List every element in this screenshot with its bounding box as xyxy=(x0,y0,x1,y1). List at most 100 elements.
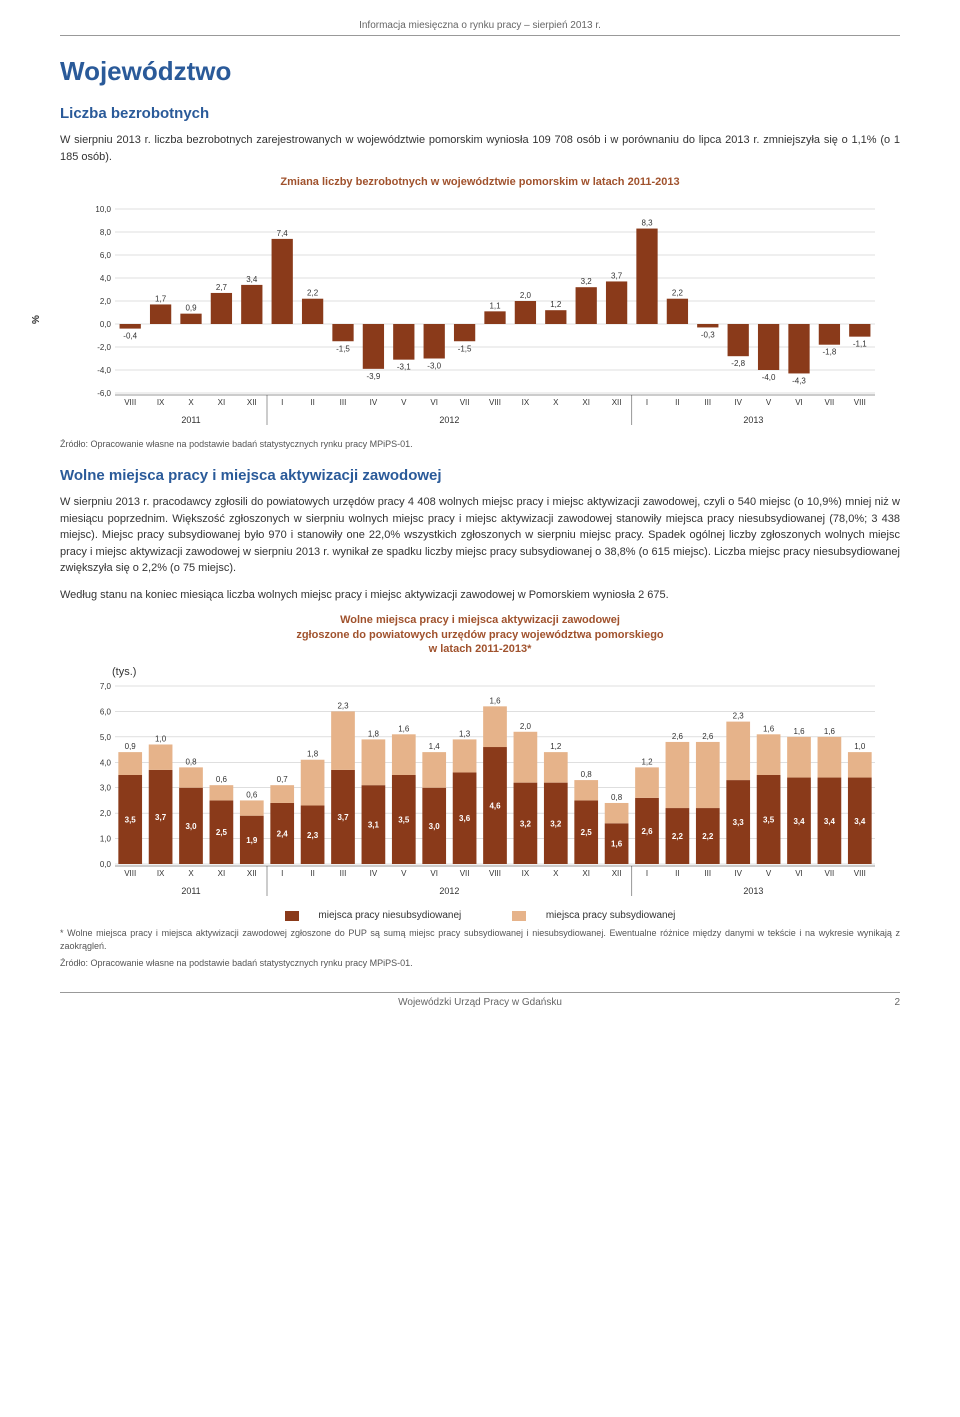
svg-text:2013: 2013 xyxy=(743,886,763,896)
svg-text:II: II xyxy=(310,398,314,407)
svg-text:3,4: 3,4 xyxy=(793,817,805,826)
footer-left: Wojewódzki Urząd Pracy w Gdańsku xyxy=(398,997,562,1008)
svg-text:-0,4: -0,4 xyxy=(123,332,137,341)
svg-text:XII: XII xyxy=(612,398,622,407)
svg-text:VI: VI xyxy=(795,869,803,878)
svg-text:3,5: 3,5 xyxy=(125,816,137,825)
legend-item-top: miejsca pracy subsydiowanej xyxy=(500,910,687,921)
svg-text:-4,0: -4,0 xyxy=(97,366,111,375)
source1: Źródło: Opracowanie własne na podstawie … xyxy=(60,439,900,449)
svg-text:2,2: 2,2 xyxy=(672,832,684,841)
svg-text:0,6: 0,6 xyxy=(246,791,258,800)
svg-text:1,1: 1,1 xyxy=(489,302,501,311)
svg-text:7,0: 7,0 xyxy=(100,682,112,691)
svg-text:2,6: 2,6 xyxy=(641,827,653,836)
svg-text:1,3: 1,3 xyxy=(459,730,471,739)
footer-right: 2 xyxy=(562,997,900,1008)
svg-text:0,0: 0,0 xyxy=(100,860,112,869)
svg-text:3,0: 3,0 xyxy=(100,784,112,793)
svg-text:VIII: VIII xyxy=(489,869,501,878)
svg-text:3,2: 3,2 xyxy=(581,277,593,286)
svg-text:XI: XI xyxy=(218,398,226,407)
svg-text:2012: 2012 xyxy=(439,886,459,896)
svg-text:V: V xyxy=(401,869,407,878)
svg-text:-1,1: -1,1 xyxy=(853,340,867,349)
svg-text:III: III xyxy=(340,869,347,878)
svg-text:III: III xyxy=(340,398,347,407)
svg-text:0,8: 0,8 xyxy=(185,758,197,767)
svg-text:VII: VII xyxy=(460,398,470,407)
svg-text:2,3: 2,3 xyxy=(307,831,319,840)
svg-text:IX: IX xyxy=(157,869,165,878)
section1-para: W sierpniu 2013 r. liczba bezrobotnych z… xyxy=(60,132,900,165)
svg-text:-2,8: -2,8 xyxy=(731,359,745,368)
svg-text:0,9: 0,9 xyxy=(125,742,137,751)
svg-text:2,3: 2,3 xyxy=(337,702,349,711)
svg-text:X: X xyxy=(188,869,194,878)
svg-text:2,6: 2,6 xyxy=(702,732,714,741)
svg-text:1,0: 1,0 xyxy=(854,742,866,751)
svg-text:IV: IV xyxy=(370,398,378,407)
svg-text:-2,0: -2,0 xyxy=(97,343,111,352)
svg-text:VIII: VIII xyxy=(124,398,136,407)
svg-text:1,8: 1,8 xyxy=(307,750,319,759)
svg-text:VII: VII xyxy=(460,869,470,878)
svg-text:2,3: 2,3 xyxy=(733,712,745,721)
svg-text:2,7: 2,7 xyxy=(216,283,228,292)
svg-text:IV: IV xyxy=(370,869,378,878)
svg-text:-3,0: -3,0 xyxy=(427,362,441,371)
svg-text:-3,9: -3,9 xyxy=(367,372,381,381)
chart2-svg: 0,01,02,03,04,05,06,07,03,50,9VIII3,71,0… xyxy=(75,680,885,900)
svg-text:VIII: VIII xyxy=(489,398,501,407)
svg-text:-1,8: -1,8 xyxy=(823,348,837,357)
svg-text:-1,5: -1,5 xyxy=(336,345,350,354)
svg-text:6,0: 6,0 xyxy=(100,251,112,260)
footnote: * Wolne miejsca pracy i miejsca aktywiza… xyxy=(60,927,900,952)
svg-text:XI: XI xyxy=(218,869,226,878)
chart2-wrap: 0,01,02,03,04,05,06,07,03,50,9VIII3,71,0… xyxy=(60,680,900,900)
svg-text:4,0: 4,0 xyxy=(100,758,112,767)
svg-text:3,4: 3,4 xyxy=(246,275,258,284)
svg-text:X: X xyxy=(553,869,559,878)
section2-para1: W sierpniu 2013 r. pracodawcy zgłosili d… xyxy=(60,494,900,577)
svg-text:2,0: 2,0 xyxy=(520,722,532,731)
svg-text:2011: 2011 xyxy=(181,886,200,896)
page-header: Informacja miesięczna o rynku pracy – si… xyxy=(60,20,900,36)
svg-text:I: I xyxy=(281,869,283,878)
svg-text:II: II xyxy=(675,869,679,878)
svg-text:XI: XI xyxy=(582,869,590,878)
svg-text:IX: IX xyxy=(522,869,530,878)
svg-text:3,5: 3,5 xyxy=(398,816,410,825)
svg-text:II: II xyxy=(675,398,679,407)
svg-text:3,3: 3,3 xyxy=(733,818,745,827)
svg-text:5,0: 5,0 xyxy=(100,733,112,742)
svg-text:4,0: 4,0 xyxy=(100,274,112,283)
svg-text:-0,3: -0,3 xyxy=(701,331,715,340)
svg-text:XI: XI xyxy=(582,398,590,407)
legend-label-top: miejsca pracy subsydiowanej xyxy=(546,910,676,921)
legend-label-bottom: miejsca pracy niesubsydiowanej xyxy=(318,910,461,921)
svg-text:3,0: 3,0 xyxy=(429,822,441,831)
svg-text:-4,0: -4,0 xyxy=(762,373,776,382)
chart2-title-line2: zgłoszone do powiatowych urzędów pracy w… xyxy=(296,629,663,641)
svg-text:1,2: 1,2 xyxy=(641,758,653,767)
legend-item-bottom: miejsca pracy niesubsydiowanej xyxy=(273,910,474,921)
svg-text:3,7: 3,7 xyxy=(155,813,167,822)
svg-text:VIII: VIII xyxy=(124,869,136,878)
svg-text:2,2: 2,2 xyxy=(672,289,684,298)
svg-text:XII: XII xyxy=(247,398,257,407)
svg-text:VI: VI xyxy=(430,398,438,407)
svg-text:II: II xyxy=(310,869,314,878)
svg-text:IV: IV xyxy=(734,398,742,407)
svg-text:VI: VI xyxy=(430,869,438,878)
chart1-wrap: % -6,0-4,0-2,00,02,04,06,08,010,0-0,4VII… xyxy=(60,199,900,429)
svg-text:3,6: 3,6 xyxy=(459,814,471,823)
page-title: Województwo xyxy=(60,56,900,87)
svg-text:2,5: 2,5 xyxy=(216,828,228,837)
svg-text:7,4: 7,4 xyxy=(277,229,289,238)
svg-text:2011: 2011 xyxy=(181,415,200,425)
svg-text:2,0: 2,0 xyxy=(100,297,112,306)
svg-text:VIII: VIII xyxy=(854,398,866,407)
svg-text:4,6: 4,6 xyxy=(489,802,501,811)
svg-text:III: III xyxy=(704,398,711,407)
